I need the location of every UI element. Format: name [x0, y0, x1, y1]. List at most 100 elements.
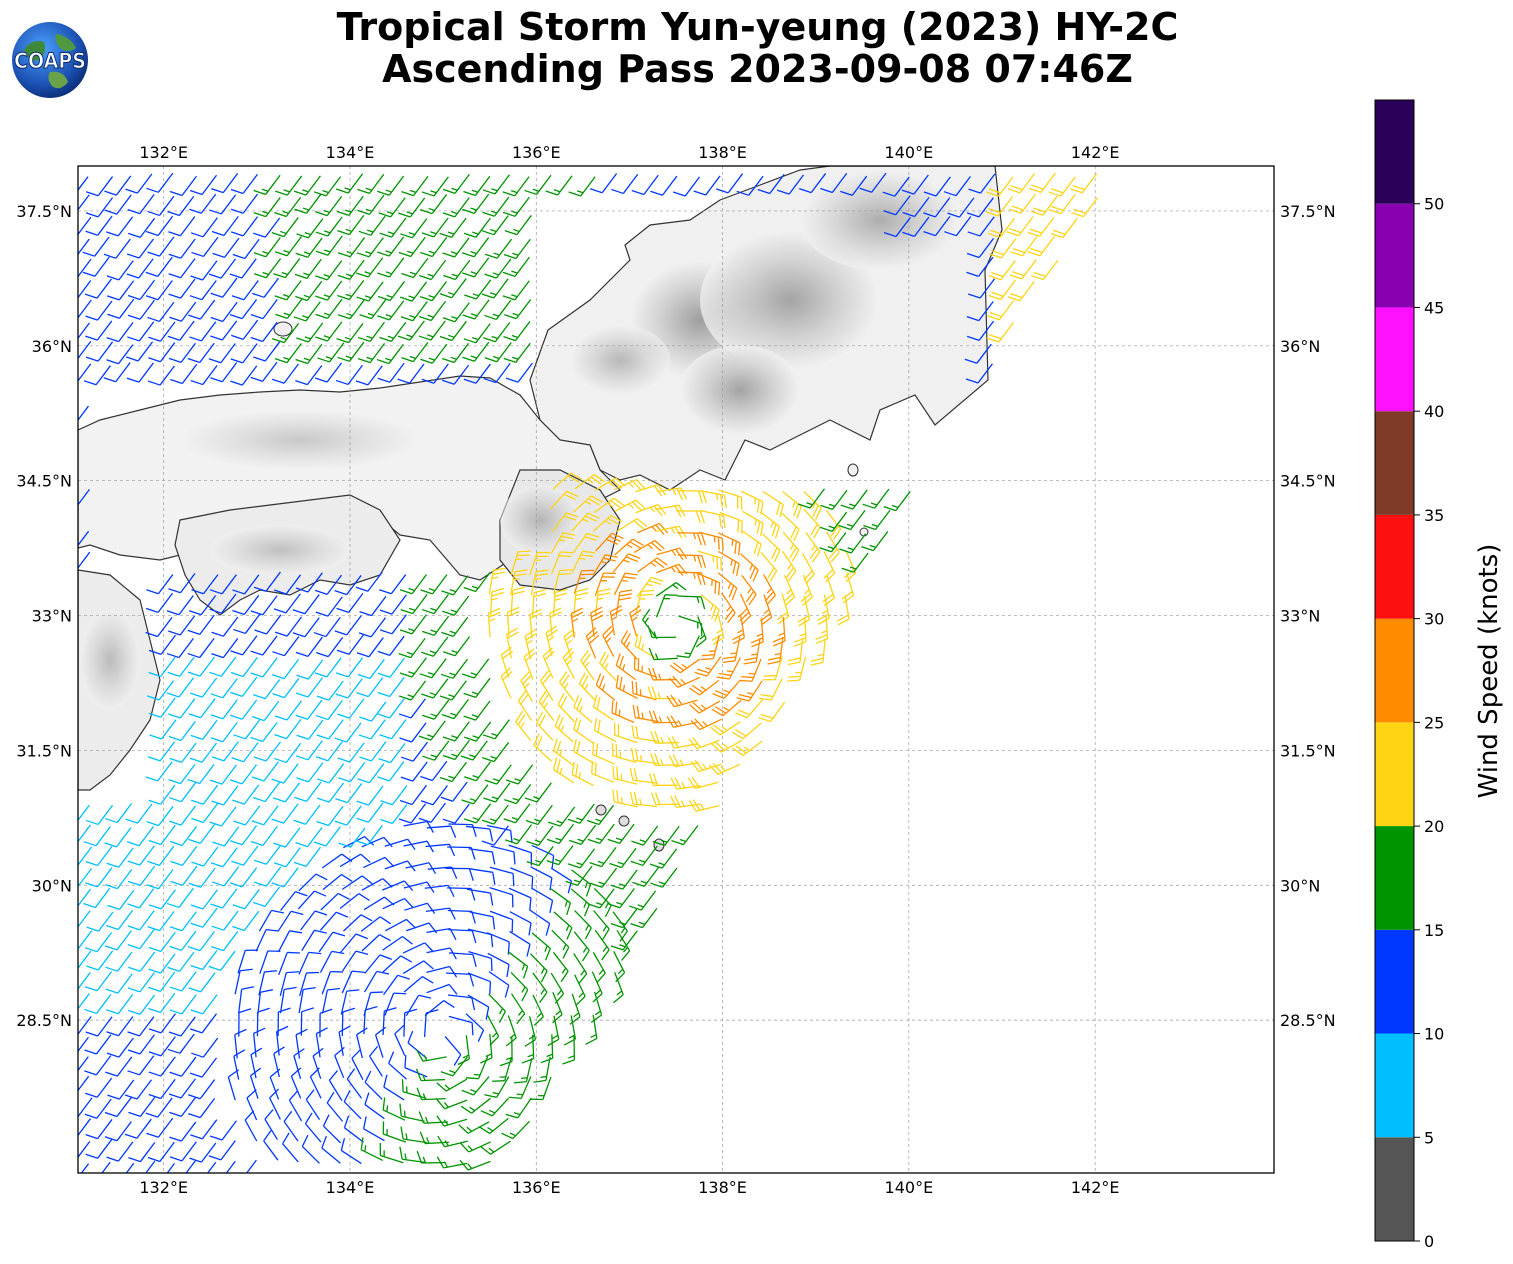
- wind-barb: [552, 951, 569, 983]
- wind-barb: [741, 529, 762, 557]
- wind-barb: [486, 824, 513, 844]
- wind-barb: [105, 973, 133, 994]
- wind-barb: [211, 741, 239, 762]
- wind-barb: [573, 569, 595, 594]
- wind-barb: [613, 722, 638, 744]
- wind-barb: [169, 930, 197, 952]
- wind-barb: [610, 907, 638, 929]
- wind-barb: [145, 1160, 156, 1173]
- wind-barb: [484, 299, 512, 321]
- colorbar-tick-label: 25: [1424, 713, 1444, 732]
- wind-barb: [613, 972, 624, 1004]
- wind-barb: [78, 824, 91, 843]
- wind-barb: [402, 942, 434, 954]
- wind-barb: [253, 341, 281, 362]
- wind-barb: [293, 1048, 305, 1080]
- wind-barb: [400, 594, 428, 615]
- wind-barb: [524, 782, 552, 803]
- wind-barb: [1048, 194, 1076, 215]
- wind-barb: [145, 280, 173, 301]
- wind-barb: [464, 761, 492, 782]
- wind-barb: [377, 175, 405, 196]
- wind-barb: [503, 238, 531, 260]
- wind-barb: [461, 1076, 490, 1096]
- wind-barb: [253, 571, 281, 592]
- wind-barb: [343, 1090, 362, 1120]
- lon-tick-label: 142°E: [1071, 1178, 1120, 1197]
- wind-barb: [145, 256, 173, 277]
- wind-barb: [209, 593, 237, 614]
- wind-barb: [697, 550, 722, 571]
- wind-barb: [489, 866, 515, 887]
- wind-barb: [398, 236, 426, 258]
- wind-barb: [128, 865, 156, 887]
- wind-barb: [78, 846, 93, 867]
- wind-barb: [447, 909, 476, 924]
- wind-barb: [78, 1016, 92, 1036]
- wind-barb: [169, 175, 197, 197]
- wind-barb: [252, 1027, 266, 1058]
- wind-barb: [838, 509, 866, 531]
- wind-barb: [552, 992, 563, 1024]
- wind-barb: [801, 553, 815, 585]
- wind-barb: [607, 823, 635, 844]
- wind-barb: [209, 806, 237, 827]
- wind-barb: [437, 1135, 468, 1148]
- wind-barb: [363, 970, 390, 993]
- wind-barb: [573, 953, 588, 984]
- wind-barb: [648, 710, 678, 724]
- wind-barb: [322, 874, 353, 891]
- wind-barb: [377, 236, 405, 257]
- wind-barb: [420, 343, 448, 364]
- wind-barb: [612, 911, 628, 942]
- wind-barb: [250, 321, 278, 343]
- wind-barb: [126, 362, 154, 383]
- wind-barb: [334, 615, 362, 636]
- wind-barb: [690, 718, 722, 731]
- wind-barb: [459, 1159, 491, 1171]
- wind-barb: [250, 595, 278, 616]
- wind-barb: [378, 197, 406, 218]
- wind-barb: [399, 722, 427, 743]
- lat-tick-label: 33°N: [1280, 607, 1320, 626]
- wind-barb: [274, 700, 303, 721]
- island: [847, 463, 859, 477]
- wind-barb: [229, 299, 258, 320]
- wind-barb: [593, 910, 610, 941]
- wind-barb: [377, 635, 405, 657]
- wind-barb: [169, 742, 197, 763]
- wind-barb: [549, 607, 562, 638]
- wind-barb: [776, 174, 805, 195]
- wind-barb: [78, 340, 92, 360]
- wind-barb: [463, 363, 491, 384]
- wind-barb: [504, 299, 532, 320]
- wind-barb: [863, 509, 891, 531]
- wind-barb: [341, 1007, 356, 1037]
- wind-barb: [230, 216, 259, 237]
- wind-barb: [170, 845, 198, 866]
- wind-barb: [923, 216, 951, 237]
- wind-barb: [532, 994, 544, 1026]
- wind-barb: [883, 195, 911, 216]
- wind-barb: [463, 571, 491, 593]
- wind-barb: [360, 916, 391, 932]
- wind-barb: [633, 656, 658, 679]
- wind-barb: [510, 971, 529, 1002]
- wind-barb: [509, 911, 532, 936]
- wind-barb: [420, 574, 448, 595]
- wind-barb: [488, 567, 506, 595]
- wind-barb: [841, 572, 855, 604]
- wind-barb: [191, 784, 219, 805]
- wind-barb: [85, 320, 113, 341]
- wind-barb: [688, 679, 720, 696]
- wind-barb: [317, 342, 345, 363]
- wind-barb: [363, 896, 395, 911]
- wind-barb: [146, 806, 174, 827]
- wind-barb: [272, 782, 301, 803]
- wind-barb: [550, 867, 573, 894]
- wind-barb: [191, 236, 219, 258]
- wind-barb: [295, 237, 323, 258]
- wind-barb: [238, 986, 255, 1014]
- wind-barb: [1007, 173, 1035, 194]
- wind-barb: [525, 804, 553, 826]
